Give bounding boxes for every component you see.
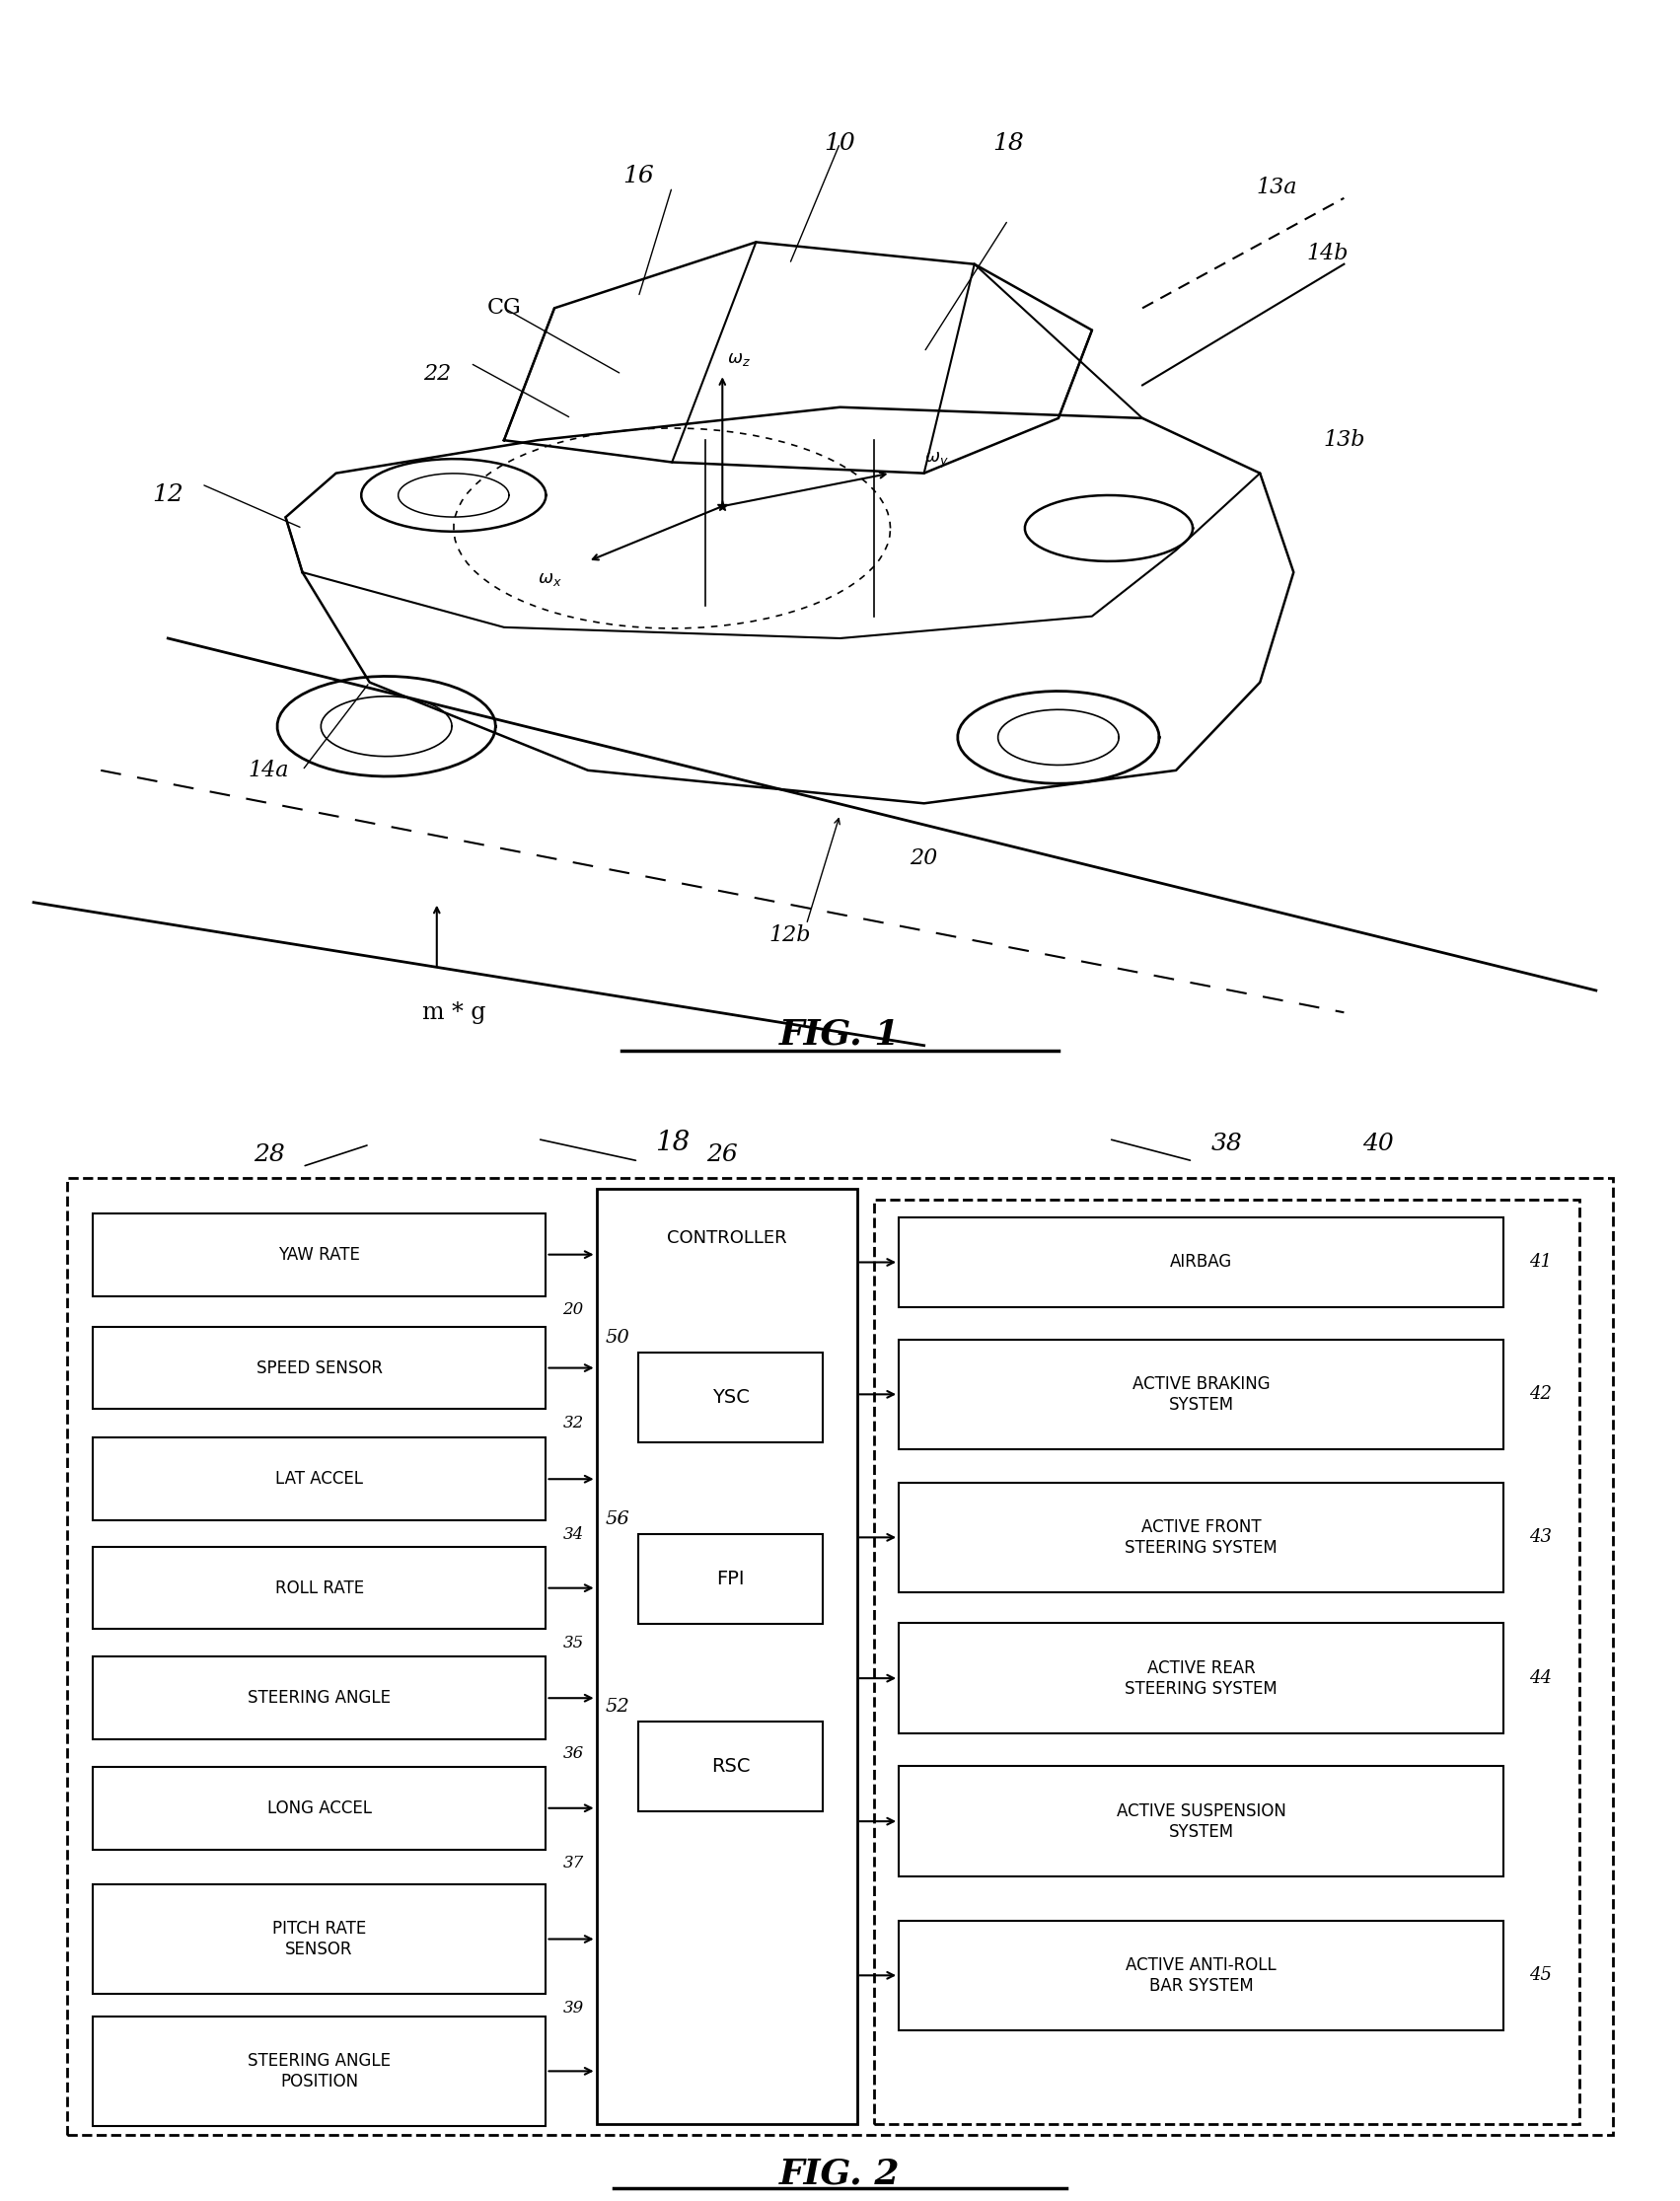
Text: 45: 45 [1529,1965,1552,1985]
Text: 41: 41 [1529,1252,1552,1272]
Text: 16: 16 [623,165,654,187]
Text: m * g: m * g [422,1001,486,1023]
Text: 40: 40 [1362,1131,1393,1156]
Text: RSC: RSC [711,1756,751,1776]
Text: LONG ACCEL: LONG ACCEL [267,1798,371,1818]
Text: $\omega_z$: $\omega_z$ [727,350,751,368]
Text: CONTROLLER: CONTROLLER [667,1228,786,1248]
FancyBboxPatch shape [899,1765,1504,1875]
Text: 36: 36 [563,1745,583,1761]
Text: 22: 22 [423,363,450,385]
FancyBboxPatch shape [92,1213,546,1296]
Text: PITCH RATE
SENSOR: PITCH RATE SENSOR [272,1919,366,1959]
Text: 35: 35 [563,1635,583,1651]
Text: 44: 44 [1529,1668,1552,1688]
Text: 38: 38 [1211,1131,1242,1156]
FancyBboxPatch shape [596,1189,857,2124]
Text: 37: 37 [563,1855,583,1871]
Text: 14b: 14b [1307,242,1347,264]
FancyBboxPatch shape [899,1483,1504,1594]
FancyBboxPatch shape [899,1338,1504,1448]
FancyBboxPatch shape [899,1217,1504,1307]
FancyBboxPatch shape [899,1624,1504,1734]
Text: 10: 10 [825,132,855,154]
Text: ACTIVE SUSPENSION
SYSTEM: ACTIVE SUSPENSION SYSTEM [1117,1803,1285,1840]
FancyBboxPatch shape [92,1884,546,1994]
Text: $\omega_y$: $\omega_y$ [924,451,948,471]
Text: FIG. 2: FIG. 2 [780,2157,900,2190]
Text: ACTIVE BRAKING
SYSTEM: ACTIVE BRAKING SYSTEM [1132,1376,1270,1413]
Text: ROLL RATE: ROLL RATE [276,1578,363,1598]
Text: FPI: FPI [717,1569,744,1589]
Text: 13a: 13a [1257,176,1297,198]
Text: YSC: YSC [712,1389,749,1406]
Text: 43: 43 [1529,1527,1552,1547]
Text: 26: 26 [707,1142,738,1167]
Text: 20: 20 [563,1301,583,1318]
Text: 32: 32 [563,1415,583,1431]
Text: 20: 20 [911,847,937,869]
Text: 52: 52 [605,1697,630,1717]
Text: $\omega_x$: $\omega_x$ [538,570,561,588]
Text: ACTIVE FRONT
STEERING SYSTEM: ACTIVE FRONT STEERING SYSTEM [1126,1519,1277,1556]
Text: SPEED SENSOR: SPEED SENSOR [255,1358,383,1378]
Text: 12b: 12b [769,924,810,946]
Text: 14a: 14a [249,759,289,781]
Text: 28: 28 [254,1142,284,1167]
FancyBboxPatch shape [899,1919,1504,2029]
Text: STEERING ANGLE
POSITION: STEERING ANGLE POSITION [247,2051,391,2091]
Text: 18: 18 [655,1129,689,1156]
FancyBboxPatch shape [92,1547,546,1629]
FancyBboxPatch shape [638,1351,823,1444]
Text: 39: 39 [563,1999,583,2016]
Text: STEERING ANGLE: STEERING ANGLE [247,1688,391,1708]
Text: 50: 50 [605,1329,630,1347]
Text: 13b: 13b [1324,429,1364,451]
Text: 12: 12 [153,484,183,506]
Text: FIG. 1: FIG. 1 [780,1017,900,1052]
FancyBboxPatch shape [92,1767,546,1849]
FancyBboxPatch shape [638,1534,823,1624]
Text: 18: 18 [993,132,1023,154]
Text: CG: CG [487,297,521,319]
Text: 56: 56 [605,1510,630,1527]
FancyBboxPatch shape [92,1437,546,1521]
FancyBboxPatch shape [92,1327,546,1409]
FancyBboxPatch shape [92,1657,546,1739]
FancyBboxPatch shape [92,2016,546,2126]
Text: ACTIVE ANTI-ROLL
BAR SYSTEM: ACTIVE ANTI-ROLL BAR SYSTEM [1126,1957,1277,1994]
Text: 42: 42 [1529,1384,1552,1404]
Text: LAT ACCEL: LAT ACCEL [276,1470,363,1488]
Text: 34: 34 [563,1525,583,1543]
FancyBboxPatch shape [638,1721,823,1811]
Text: ACTIVE REAR
STEERING SYSTEM: ACTIVE REAR STEERING SYSTEM [1126,1660,1277,1697]
Text: YAW RATE: YAW RATE [279,1246,360,1263]
Text: AIRBAG: AIRBAG [1169,1252,1233,1272]
